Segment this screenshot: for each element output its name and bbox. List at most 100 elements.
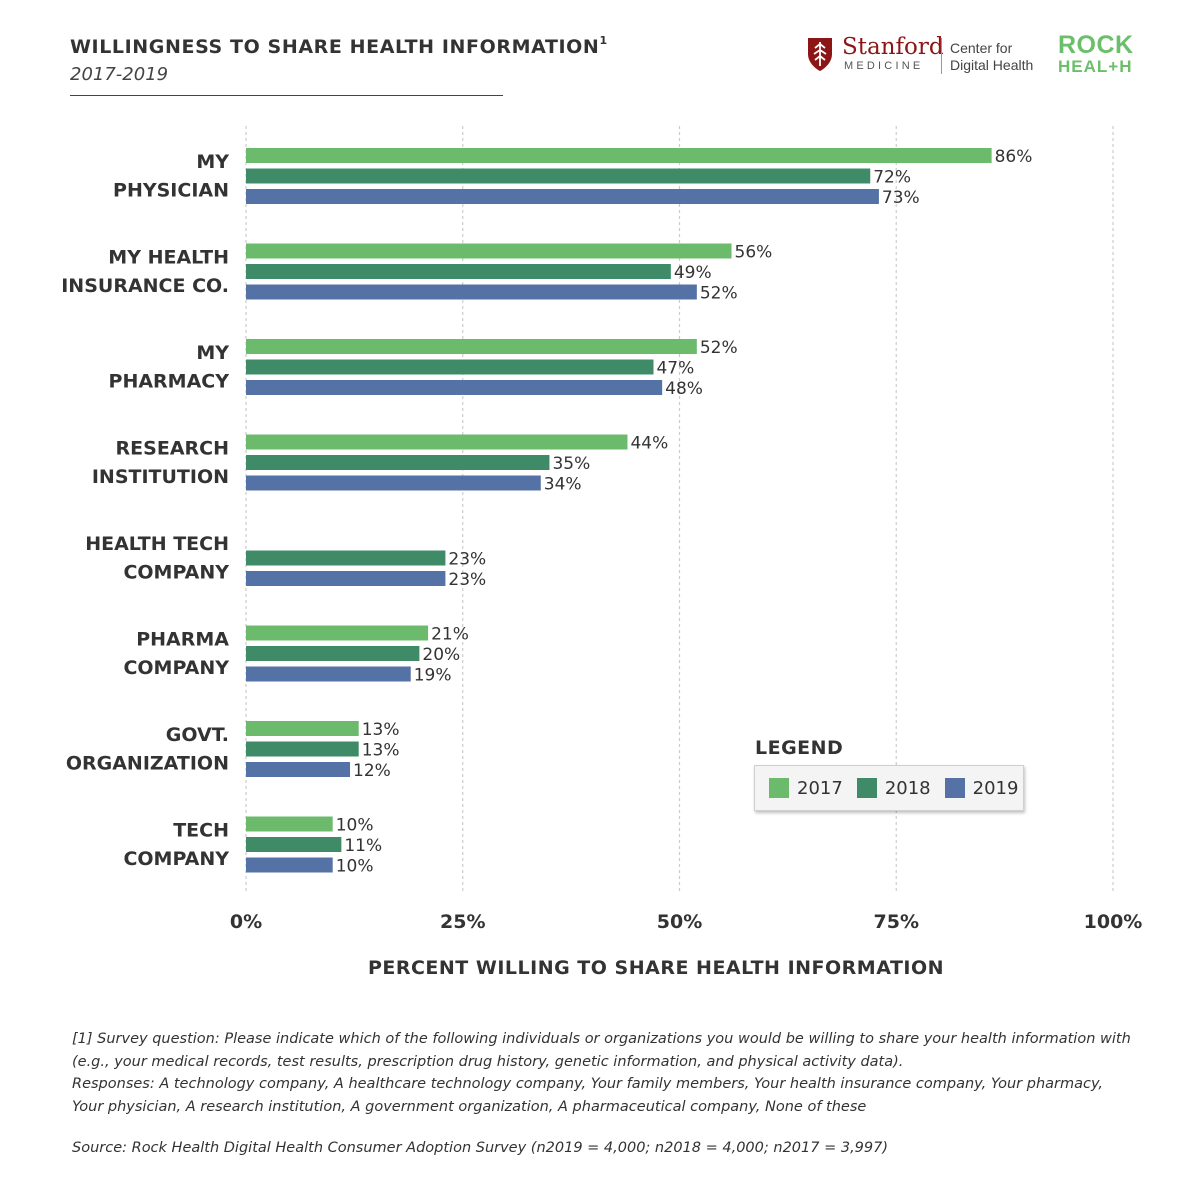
logo-divider	[941, 38, 942, 74]
bar-2017	[246, 721, 359, 736]
bar-2018	[246, 455, 550, 470]
data-label-2017: 86%	[995, 147, 1033, 167]
chart-subtitle: 2017-2019	[70, 64, 169, 85]
data-label-2018: 49%	[674, 263, 712, 283]
x-tick-label: 75%	[874, 911, 919, 933]
category-label-line: HEALTH TECH	[85, 533, 229, 555]
data-label-2018: 23%	[448, 550, 486, 570]
bar-2018	[246, 646, 420, 661]
legend-item-2019: 2019	[944, 777, 1019, 799]
category-label: TECH COMPANY	[123, 820, 229, 871]
category-label-line: MY HEALTH	[108, 247, 229, 269]
footnote: [1] Survey question: Please indicate whi…	[72, 1028, 1162, 1118]
center-digital-health-logo: Center for Digital Health	[950, 40, 1033, 74]
category-label-line: COMPANY	[123, 848, 229, 870]
category-label: MY PHYSICIAN	[113, 151, 229, 202]
bar-2019	[246, 380, 663, 395]
bar-2017	[246, 625, 429, 641]
category-label-line: MY	[196, 151, 229, 173]
rock-logo-line2: HEAL+H	[1058, 57, 1133, 76]
category-label-line: PHYSICIAN	[113, 180, 229, 202]
bar-2017	[246, 243, 732, 259]
bar-2019	[246, 666, 411, 682]
category-label-line: INSTITUTION	[92, 466, 229, 488]
data-label-2018: 47%	[656, 359, 694, 379]
category-label-line: GOVT.	[166, 724, 229, 746]
stanford-shield-icon	[808, 38, 832, 71]
bar-2018	[246, 837, 342, 852]
category-label-line: COMPANY	[123, 657, 229, 679]
bar-2019	[246, 284, 697, 300]
legend-label-2019: 2019	[972, 777, 1019, 799]
bar-2018	[246, 264, 671, 279]
data-label-2017: 13%	[362, 720, 400, 740]
data-label-2017: 44%	[630, 434, 668, 454]
legend-swatch-2017	[769, 778, 789, 798]
bar-2017	[246, 434, 628, 450]
category-label-line: PHARMACY	[109, 371, 230, 393]
data-label-2019: 52%	[700, 284, 738, 304]
footnote-line2: (e.g., your medical records, test result…	[72, 1053, 904, 1070]
bar-2019	[246, 857, 333, 873]
x-tick-label: 100%	[1084, 911, 1143, 933]
x-axis-title: PERCENT WILLING TO SHARE HEALTH INFORMAT…	[368, 957, 944, 979]
category-label: MY HEALTH INSURANCE CO.	[61, 247, 229, 298]
x-tick-label: 50%	[657, 911, 702, 933]
category-label-line: PHARMA	[136, 629, 229, 651]
category-label: GOVT. ORGANIZATION	[66, 724, 229, 775]
legend-label-2018: 2018	[884, 777, 931, 799]
title-divider	[70, 95, 503, 96]
data-label-2018: 72%	[873, 168, 911, 188]
stanford-logo-text: Stanford	[842, 34, 944, 60]
stanford-medicine-text: MEDICINE	[844, 60, 924, 72]
data-label-2017: 52%	[700, 338, 738, 358]
center-line1: Center for	[950, 40, 1013, 56]
data-label-2018: 35%	[552, 454, 590, 474]
bar-2019	[246, 571, 446, 586]
legend-item-2018: 2018	[856, 777, 931, 799]
chart-title: WILLINGNESS TO SHARE HEALTH INFORMATION1	[70, 34, 608, 58]
rock-logo-line1: ROCK	[1058, 31, 1134, 59]
x-tick-label: 0%	[230, 911, 262, 933]
data-label-2019: 10%	[336, 857, 374, 877]
bar-2018	[246, 168, 871, 184]
category-label-line: ORGANIZATION	[66, 753, 229, 775]
rock-health-logo: ROCK HEAL+H	[1058, 31, 1134, 78]
category-label-line: TECH	[173, 820, 229, 842]
bar-2018	[246, 550, 446, 566]
category-label: PHARMA COMPANY	[123, 629, 229, 680]
category-label-line: RESEARCH	[116, 438, 229, 460]
bar-2019	[246, 762, 351, 777]
category-label-line: INSURANCE CO.	[61, 275, 229, 297]
bar-2017	[246, 148, 992, 163]
legend-swatch-2018	[856, 778, 877, 798]
data-label-2017: 21%	[431, 625, 469, 645]
data-label-2018: 11%	[344, 836, 382, 856]
header-logos: Stanford MEDICINE Center for Digital Hea…	[806, 31, 1146, 80]
bar-2018	[246, 359, 654, 375]
bar-2019	[246, 189, 879, 204]
bar-2018	[246, 741, 359, 757]
category-label-line: COMPANY	[123, 562, 229, 584]
legend-item-2017: 2017	[769, 778, 843, 799]
legend-label-2017: 2017	[797, 777, 843, 799]
data-label-2019: 19%	[414, 666, 452, 686]
data-label-2018: 13%	[362, 741, 400, 761]
data-label-2018: 20%	[422, 645, 460, 665]
bar-2017	[246, 816, 333, 832]
footnote-line3: Responses: A technology company, A healt…	[72, 1076, 1104, 1092]
data-label-2019: 12%	[353, 761, 391, 781]
legend: 2017 2018 2019	[754, 765, 1024, 811]
data-label-2019: 48%	[665, 379, 703, 399]
data-label-2017: 56%	[735, 243, 773, 263]
data-label-2019: 34%	[544, 475, 582, 495]
bar-2019	[246, 475, 541, 491]
data-label-2019: 73%	[882, 188, 920, 208]
bar-2017	[246, 339, 697, 354]
data-label-2019: 23%	[448, 570, 486, 590]
legend-title: LEGEND	[755, 737, 844, 759]
category-label: RESEARCH INSTITUTION	[92, 438, 229, 489]
data-label-2017: 10%	[336, 816, 374, 836]
title-footnote-marker: 1	[599, 34, 608, 47]
legend-swatch-2019	[944, 778, 965, 798]
